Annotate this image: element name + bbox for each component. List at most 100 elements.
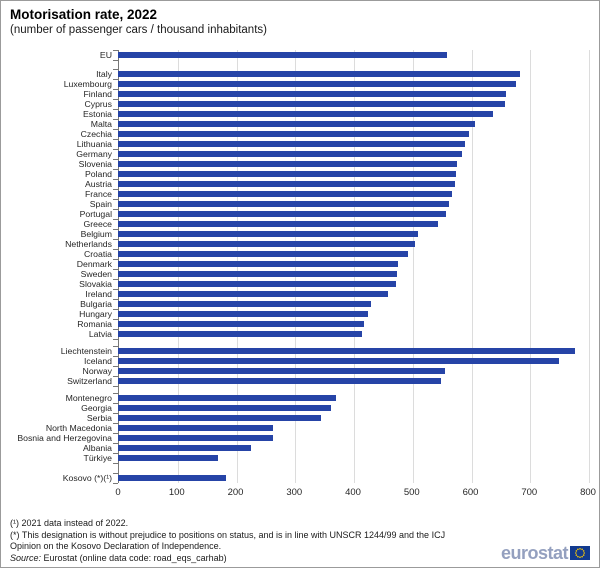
bar-row: Luxembourg <box>64 79 588 89</box>
bar-row: Latvia <box>89 329 588 340</box>
bar-row: Iceland <box>84 356 588 366</box>
bar-row: Germany <box>76 149 588 159</box>
bar <box>118 141 465 147</box>
bar <box>118 395 336 401</box>
bar-row: Cyprus <box>84 99 588 109</box>
bar-row: EU <box>100 50 588 61</box>
bar-row: Poland <box>85 169 588 179</box>
bar <box>118 415 322 421</box>
bar-row: Norway <box>83 366 588 376</box>
eurostat-logo: eurostat <box>501 544 590 562</box>
chart-subtitle: (number of passenger cars / thousand inh… <box>10 24 267 36</box>
country-label: Lithuania <box>76 139 112 149</box>
bar-row: Czechia <box>81 129 588 139</box>
bar <box>118 348 576 354</box>
bar-row: Malta <box>91 119 588 129</box>
bar-row: Slovakia <box>79 279 588 289</box>
bar <box>118 101 505 107</box>
x-tick-label-800: 800 <box>580 487 596 498</box>
bar <box>118 321 364 327</box>
chart-group-eu-aggregate: EU <box>100 50 588 61</box>
bar-row: Serbia <box>87 413 588 423</box>
country-label: Türkiye <box>83 453 112 463</box>
country-label: Malta <box>90 119 112 129</box>
chart-group-eu-members: Italy Luxembourg Finland Cyprus Estonia Malta… <box>64 69 588 340</box>
x-tick-label-500: 500 <box>403 487 420 498</box>
bar <box>118 151 463 157</box>
country-label: Serbia <box>86 413 112 423</box>
bar <box>118 445 252 451</box>
bar-row: Italy <box>96 69 588 79</box>
bar-row: Switzerland <box>67 376 588 387</box>
x-tick-label-600: 600 <box>462 487 479 498</box>
bar <box>118 181 455 187</box>
country-label: Spain <box>89 199 112 209</box>
country-label: Iceland <box>83 356 112 366</box>
x-axis: 0 100 200 300 400 500 600 700 800 <box>115 485 596 499</box>
footnotes: (¹) 2021 data instead of 2022. (*) This … <box>10 518 591 564</box>
bar-row: Ireland <box>85 289 588 299</box>
country-label: Liechtenstein <box>60 346 112 356</box>
chart-group-efta: Liechtenstein Iceland Norway Switzerland <box>61 346 588 387</box>
bar-row: Türkiye <box>84 453 588 464</box>
country-label: Latvia <box>88 329 112 339</box>
bar <box>118 71 520 77</box>
bar-row: Montenegro <box>66 393 588 403</box>
country-label: Portugal <box>79 209 112 219</box>
chart-title: Motorisation rate, 2022 <box>10 7 158 22</box>
country-label: Slovakia <box>79 279 112 289</box>
bar <box>118 261 399 267</box>
bar-row: France <box>85 189 588 199</box>
bar-row: Albania <box>83 443 588 453</box>
country-label: Romania <box>77 319 112 329</box>
bar <box>118 475 226 481</box>
bar-row: Denmark <box>77 259 588 269</box>
country-label: France <box>84 189 112 199</box>
bar <box>118 81 517 87</box>
country-label: Sweden <box>80 269 112 279</box>
x-tick-label-300: 300 <box>286 487 303 498</box>
bar-row: Hungary <box>79 309 588 319</box>
country-label: Croatia <box>83 249 112 259</box>
country-label: Belgium <box>80 229 112 239</box>
bar <box>118 368 445 374</box>
eu-flag-icon <box>570 546 590 560</box>
x-tick-label-400: 400 <box>345 487 361 498</box>
bar <box>118 231 419 237</box>
country-label: EU <box>99 50 112 60</box>
bar <box>118 211 446 217</box>
gridline-600 <box>471 50 473 483</box>
country-label: Greece <box>83 219 113 229</box>
bar-row: Bosnia and Herzegovina <box>17 433 588 443</box>
bar <box>118 171 456 177</box>
country-label: Georgia <box>81 403 112 413</box>
bar <box>118 221 439 227</box>
footnote-1: (¹) 2021 data instead of 2022. <box>10 518 129 528</box>
chart-group-kosovo: Kosovo (*)(¹) <box>63 473 588 484</box>
bar <box>118 358 559 364</box>
country-label: North Macedonia <box>45 423 112 433</box>
bar-row: Liechtenstein <box>61 346 588 356</box>
footnote-3: Opinion on the Kosovo Declaration of Ind… <box>10 541 222 551</box>
country-label: Finland <box>83 89 113 99</box>
country-label: Norway <box>82 366 112 376</box>
bar-chart-groups: EU Italy Luxembourg Finland Cyprus Estonia Mal… <box>17 50 588 484</box>
source-label: Source: <box>10 552 42 563</box>
bar-row: Sweden <box>81 269 588 279</box>
country-label: Switzerland <box>67 376 112 386</box>
country-label: Austria <box>84 179 112 189</box>
bar-row: Finland <box>84 89 588 99</box>
bar-row: North Macedonia <box>46 423 588 433</box>
source-text: Eurostat (online data code: road_eqs_car… <box>43 552 227 563</box>
bar <box>118 91 507 97</box>
bar-row: Spain <box>90 199 588 209</box>
bar <box>118 405 331 411</box>
country-label: Poland <box>84 169 112 179</box>
country-label: Germany <box>76 149 112 159</box>
country-label: Hungary <box>79 309 112 319</box>
country-label: Bosnia and Herzegovina <box>17 433 112 443</box>
bar <box>118 251 408 257</box>
bar-row: Greece <box>84 219 588 229</box>
country-label: Kosovo (*)(¹) <box>62 473 112 483</box>
chart-group-candidates: Montenegro Georgia Serbia North Macedonia Bo… <box>17 393 588 464</box>
